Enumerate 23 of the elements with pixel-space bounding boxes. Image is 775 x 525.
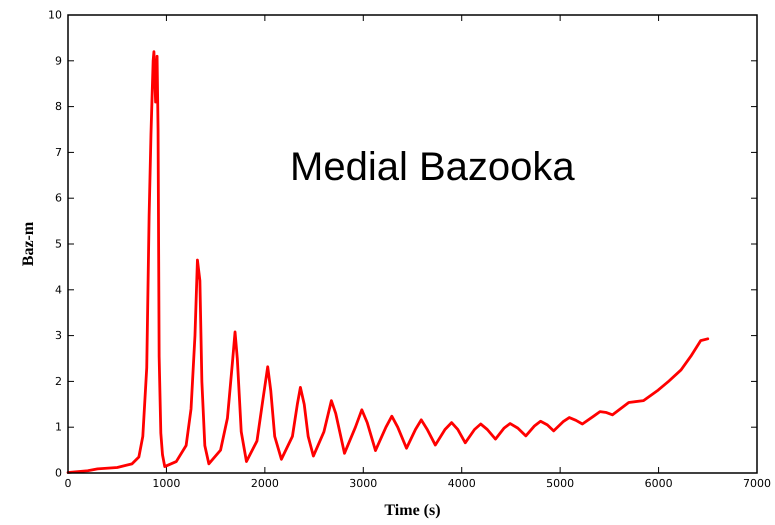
x-tick-label: 1000 [152, 476, 180, 490]
x-tick-label: 7000 [743, 476, 771, 490]
x-tick-label: 0 [64, 476, 72, 490]
line-series [66, 50, 710, 474]
annotation: Medial Bazooka [290, 145, 576, 189]
y-tick-label: 2 [55, 374, 62, 388]
x-tick-label: 5000 [546, 476, 574, 490]
y-tick-label: 9 [55, 54, 62, 68]
x-tick-label: 3000 [349, 476, 378, 490]
y-tick-label: 4 [55, 283, 62, 296]
x-tick-label: 4000 [448, 476, 476, 490]
y-tick-label: 10 [48, 8, 62, 22]
x-axis-title: Time (s) [384, 502, 441, 519]
y-tick-label: 1 [55, 420, 62, 434]
y-tick-label: 6 [55, 192, 62, 205]
x-tick-label: 2000 [250, 476, 279, 490]
y-tick-label: 7 [55, 146, 62, 159]
y-axis-title: Baz-m [20, 221, 37, 266]
y-tick-label: 8 [55, 100, 62, 114]
y-tick-label: 0 [55, 466, 62, 480]
y-tick-label: 5 [55, 238, 62, 251]
x-tick-label: 6000 [644, 476, 673, 490]
y-tick-label: 3 [55, 329, 62, 342]
